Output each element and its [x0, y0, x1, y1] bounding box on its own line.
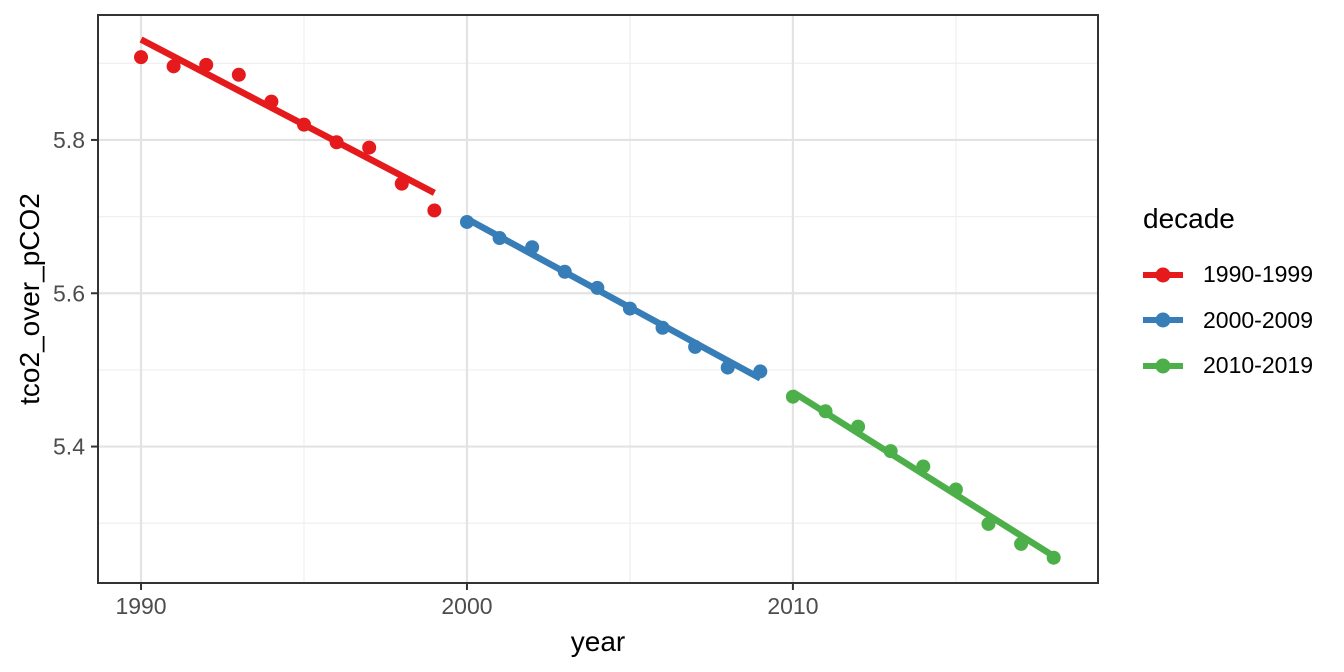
y-axis-title: tco2_over_pCO2 [14, 193, 45, 405]
legend-item: 2000-2009 [1143, 298, 1313, 344]
legend-items: 1990-1999 2000-2009 2010-2019 [1143, 252, 1313, 389]
legend-item: 1990-1999 [1143, 252, 1313, 298]
x-tick-label: 1990 [115, 593, 166, 619]
legend-item: 2010-2019 [1143, 343, 1313, 389]
data-point [134, 50, 149, 65]
y-tick-label: 5.6 [53, 280, 85, 306]
data-point [427, 203, 442, 218]
legend-key-line-dot-icon [1143, 312, 1183, 328]
legend: decade 1990-1999 2000-2009 2010-2019 [1143, 203, 1313, 389]
panel-border [97, 14, 1099, 584]
x-tick-label: 2010 [767, 593, 818, 619]
data-point [231, 67, 246, 82]
data-point [166, 59, 181, 74]
legend-key-line-dot-icon [1143, 358, 1183, 374]
panel-background [98, 15, 1098, 583]
trend-line [791, 389, 1056, 559]
y-tick-label: 5.8 [53, 127, 85, 153]
trend-line [465, 216, 762, 382]
data-point [362, 140, 377, 155]
legend-key-line-dot-icon [1143, 267, 1183, 283]
trend-line [139, 36, 436, 196]
x-tick-label: 2000 [441, 593, 492, 619]
legend-title: decade [1143, 203, 1235, 234]
legend-item-label: 2000-2009 [1203, 306, 1313, 333]
legend-item-label: 2010-2019 [1203, 352, 1313, 379]
legend-item-label: 1990-1999 [1203, 261, 1313, 288]
y-tick-label: 5.4 [53, 434, 85, 460]
x-axis-title: year [570, 626, 626, 657]
